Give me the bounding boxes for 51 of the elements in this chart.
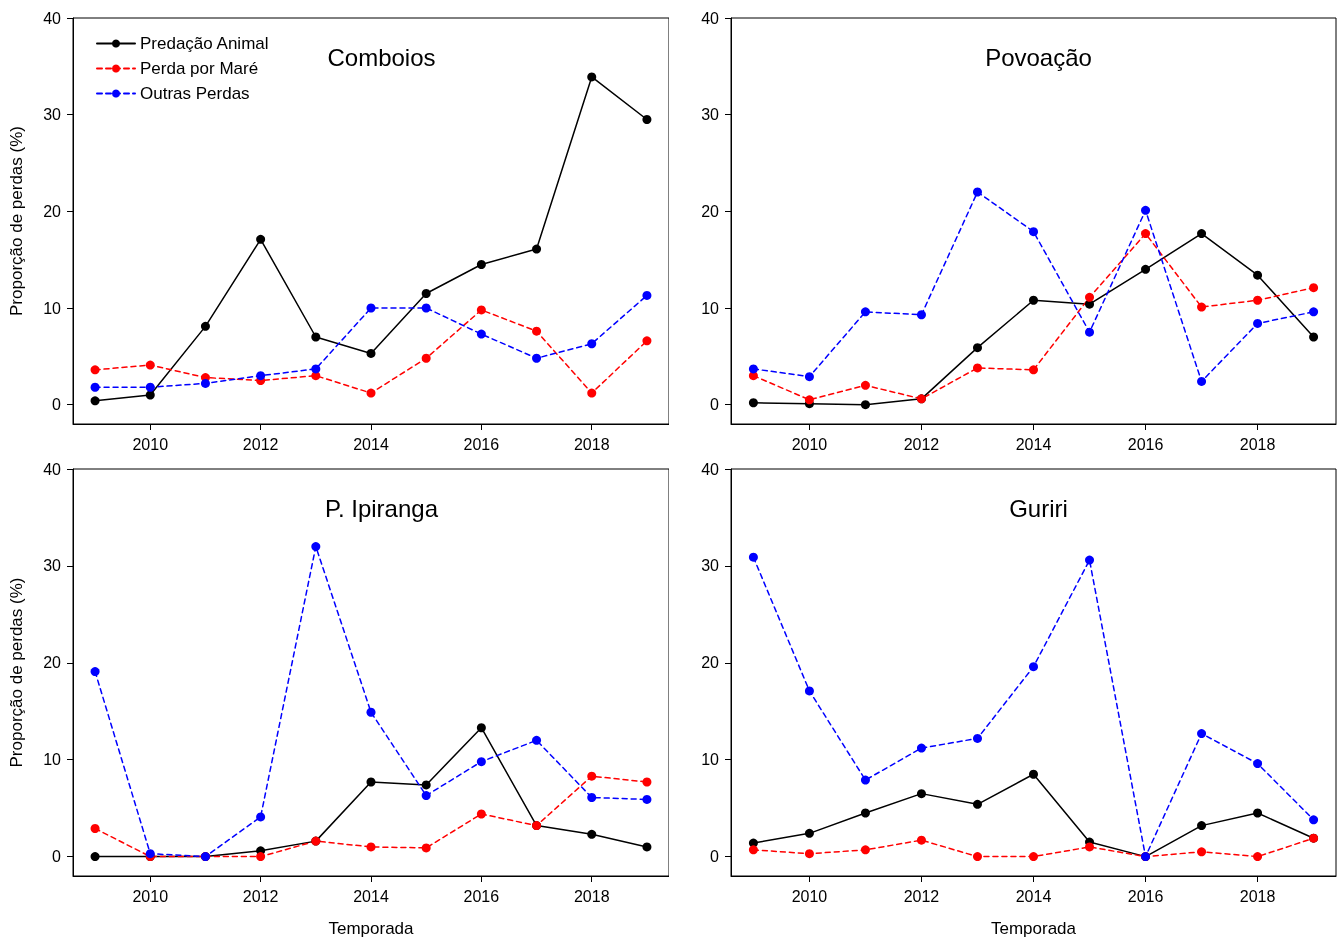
y-tick-label: 40 (43, 9, 62, 27)
x-tick-label: 2016 (463, 887, 500, 905)
text: Guriri (1009, 494, 1068, 522)
y-tick-label: 20 (701, 202, 720, 220)
x-tick-label: 2012 (242, 435, 279, 453)
text: Comboios (327, 43, 436, 71)
y-tick-label: 20 (43, 654, 62, 672)
x-tick-label: 2014 (353, 887, 389, 905)
y-tick-label: 20 (43, 202, 62, 220)
x-tick-label: 2016 (463, 435, 500, 453)
x-tick-label: 2018 (1239, 435, 1276, 453)
y-tick-label: 30 (43, 106, 62, 124)
y-tick-label: 40 (43, 460, 62, 478)
x-tick-label: 2012 (903, 435, 940, 453)
y-tick-label: 40 (701, 460, 720, 478)
x-tick-label: 2010 (132, 887, 169, 905)
x-tick-label: 2010 (791, 887, 828, 905)
x-tick-label: 2010 (132, 435, 169, 453)
y-tick-label: 0 (710, 396, 720, 414)
x-tick-label: 2010 (791, 435, 828, 453)
y-tick-label: 30 (701, 557, 720, 575)
y-tick-label: 30 (43, 557, 62, 575)
y-tick-label: 0 (52, 396, 62, 414)
x-tick-label: 2018 (573, 887, 610, 905)
x-tick-label: 2014 (1015, 435, 1052, 453)
x-tick-label: 2018 (573, 435, 610, 453)
y-tick-label: 40 (701, 9, 720, 27)
x-tick-label: 2018 (1239, 887, 1276, 905)
x-tick-label: 2014 (1015, 887, 1052, 905)
x-tick-label: 2016 (1127, 435, 1164, 453)
y-tick-label: 10 (701, 299, 720, 317)
y-axis-title: Proporção de perdas (%) (7, 126, 26, 316)
x-tick-label: 2012 (903, 887, 940, 905)
y-tick-label: 10 (43, 751, 62, 769)
text: Povoação (985, 43, 1092, 71)
x-axis-title: Temporada (328, 919, 415, 938)
x-tick-label: 2016 (1127, 887, 1164, 905)
text: P. Ipiranga (325, 494, 439, 522)
y-tick-label: 0 (710, 848, 720, 866)
legend-label: Outras Perdas (140, 84, 250, 103)
y-axis-title: Proporção de perdas (%) (7, 577, 26, 768)
x-tick-label: 2014 (353, 435, 389, 453)
legend-label: Perda por Maré (140, 59, 259, 78)
y-tick-label: 30 (701, 106, 720, 124)
legend-label: Predação Animal (140, 34, 269, 53)
y-tick-label: 10 (43, 299, 62, 317)
x-axis-title: Temporada (990, 919, 1077, 938)
y-tick-label: 20 (701, 654, 720, 672)
y-tick-label: 10 (701, 751, 720, 769)
y-tick-label: 0 (52, 848, 62, 866)
x-tick-label: 2012 (242, 887, 279, 905)
